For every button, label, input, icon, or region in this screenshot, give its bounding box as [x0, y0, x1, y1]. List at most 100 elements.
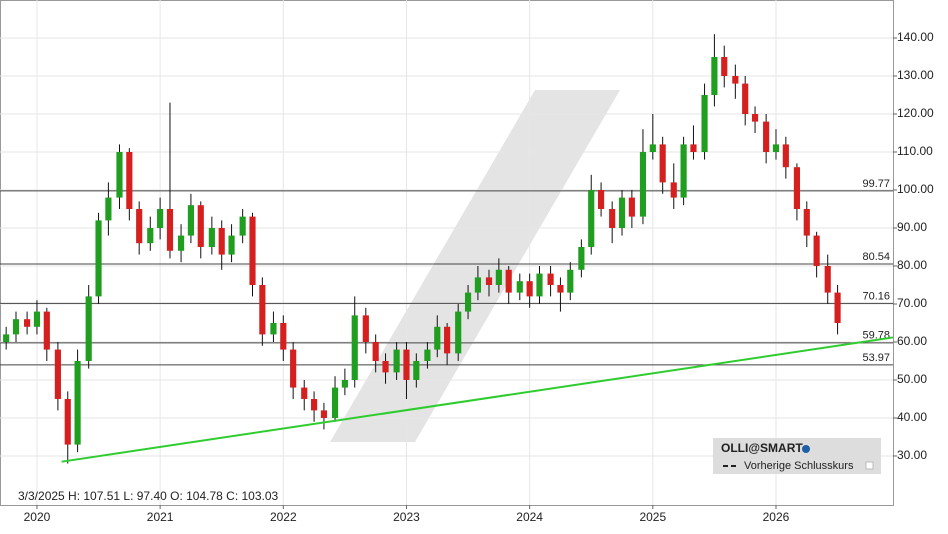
level-label: 80.54	[862, 251, 890, 263]
x-tick-label: 2023	[393, 510, 420, 524]
candle-body	[628, 197, 635, 217]
legend: OLLI@SMART Vorherige Schlusskurs	[713, 438, 881, 474]
candle-body	[505, 269, 512, 293]
x-tick-label: 2024	[516, 510, 543, 524]
candle-body	[690, 144, 697, 152]
candle-body	[116, 151, 123, 198]
candle-body	[485, 277, 493, 285]
candle-body	[393, 349, 400, 373]
candle-body	[197, 205, 204, 247]
candle-body	[609, 208, 616, 228]
candle-body	[320, 410, 328, 418]
candle-body	[772, 144, 780, 152]
candle-body	[372, 341, 379, 361]
candle-body	[259, 284, 266, 335]
candle-body	[249, 216, 256, 285]
x-tick-label: 2020	[24, 510, 51, 524]
candle-body	[424, 349, 431, 361]
y-tick-label: 60.00	[897, 334, 927, 348]
candle-body	[444, 326, 451, 354]
y-tick-label: 90.00	[897, 220, 927, 234]
candle-body	[239, 216, 246, 236]
candle-body	[177, 235, 185, 251]
candle-body	[33, 311, 41, 327]
candle-body	[218, 227, 225, 255]
candle-body	[793, 167, 801, 209]
candle-body	[105, 197, 112, 221]
candle-body	[147, 227, 154, 244]
candle-body	[208, 227, 215, 247]
candle-body	[742, 83, 749, 114]
candle-body	[54, 349, 61, 399]
candle-body	[136, 208, 143, 244]
candle-body	[547, 273, 554, 285]
candle-body	[351, 315, 358, 380]
candle-body	[782, 144, 789, 168]
candle-body	[311, 398, 318, 411]
candle-body	[157, 208, 164, 228]
y-tick-label: 110.00	[897, 144, 933, 158]
candle-body	[280, 322, 287, 350]
info-text: 3/3/2025 H: 107.51 L: 97.40 O: 104.78 C:…	[18, 489, 279, 503]
x-tick-label: 2025	[639, 510, 666, 524]
candle-body	[639, 151, 647, 217]
candle-body	[495, 269, 502, 285]
candle-body	[834, 292, 841, 323]
candle-body	[701, 94, 708, 152]
y-tick-label: 120.00	[897, 106, 934, 120]
candle-body	[536, 273, 543, 297]
legend-box	[713, 438, 881, 474]
candle-body	[74, 360, 81, 445]
candle-body	[362, 315, 369, 342]
candle-body	[567, 269, 574, 293]
level-label: 70.16	[862, 290, 890, 302]
y-tick-label: 30.00	[897, 448, 927, 462]
candle-body	[64, 398, 71, 445]
legend-title: OLLI@SMART	[721, 441, 803, 455]
y-tick-label: 140.00	[897, 30, 934, 44]
candle-body	[341, 379, 348, 388]
level-label: 53.97	[862, 352, 890, 364]
candle-body	[813, 235, 820, 266]
candle-body	[126, 151, 133, 209]
y-tick-label: 80.00	[897, 258, 927, 272]
candle-body	[578, 246, 585, 270]
candle-body	[166, 208, 174, 251]
candle-body	[95, 220, 102, 297]
trend-line	[61, 336, 894, 463]
candle-body	[618, 197, 626, 228]
candle-body	[187, 205, 194, 236]
candle-body	[763, 121, 770, 152]
x-tick-label: 2022	[270, 510, 297, 524]
candle-body	[516, 281, 523, 293]
candle-body	[732, 75, 739, 84]
candle-body	[455, 311, 462, 354]
candle-body	[228, 235, 235, 255]
candle-body	[649, 144, 656, 152]
candle-body	[711, 56, 718, 95]
candle-body	[588, 189, 595, 247]
candle-body	[413, 360, 420, 380]
x-tick-label: 2026	[763, 510, 790, 524]
legend-icon	[802, 445, 810, 453]
x-tick-label: 2021	[147, 510, 174, 524]
candle-body	[3, 334, 10, 342]
candle-body	[403, 349, 410, 380]
candle-body	[526, 281, 533, 297]
candle-body	[721, 56, 728, 76]
candle-body	[290, 349, 297, 388]
candle-body	[43, 311, 50, 350]
candle-body	[557, 284, 564, 293]
candle-body	[331, 387, 339, 418]
candle-body	[824, 265, 831, 293]
candle-body	[301, 387, 308, 399]
candle-body	[85, 296, 92, 361]
candle-body	[434, 326, 441, 350]
legend-checkbox[interactable]	[865, 461, 874, 470]
candle-body	[803, 208, 810, 236]
candle-body	[24, 319, 31, 327]
y-tick-label: 130.00	[897, 68, 934, 82]
candle-body	[598, 189, 605, 209]
candle-body	[270, 322, 277, 335]
legend-label: Vorherige Schlusskurs	[744, 460, 854, 472]
